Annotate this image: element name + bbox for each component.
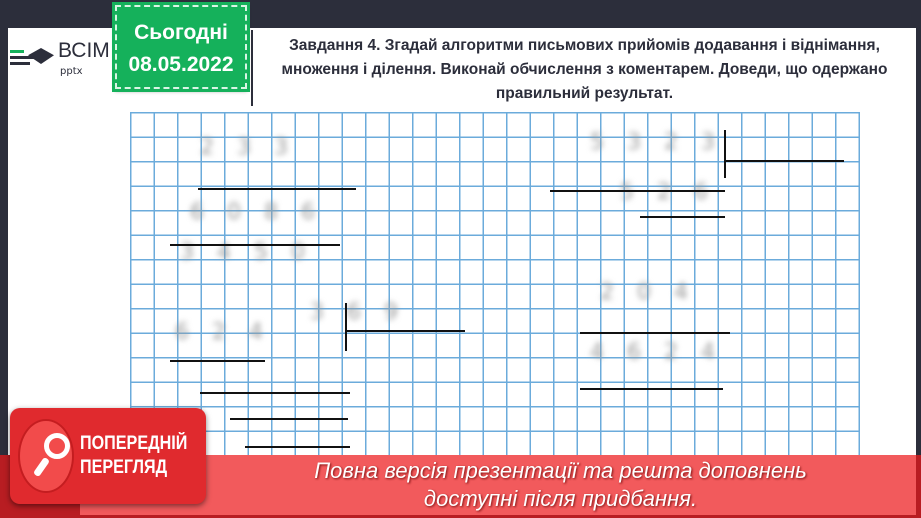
logo-name: ВСІМ bbox=[58, 38, 110, 62]
preview-message-line2: доступні після придбання. bbox=[423, 486, 698, 511]
badge-line1: ПОПЕРЕДНІЙ bbox=[79, 433, 188, 454]
preview-message-line1: Повна версія презентації та решта доповн… bbox=[314, 458, 807, 483]
date-value: 08.05.2022 bbox=[128, 53, 234, 76]
magnifier-icon bbox=[20, 421, 72, 491]
grid-paper bbox=[130, 112, 860, 455]
graduation-cap-icon bbox=[10, 46, 54, 70]
today-label: Сьогодні bbox=[134, 21, 228, 44]
task-text: Завдання 4. Згадай алгоритми письмових п… bbox=[251, 30, 916, 106]
logo: ВСІМ pptx bbox=[10, 40, 120, 76]
preview-badge[interactable]: ПОПЕРЕДНІЙ ПЕРЕГЛЯД bbox=[10, 408, 206, 504]
badge-line2: ПЕРЕГЛЯД bbox=[79, 457, 167, 478]
logo-sub: pptx bbox=[60, 65, 83, 77]
date-box: Сьогодні 08.05.2022 bbox=[112, 2, 250, 92]
